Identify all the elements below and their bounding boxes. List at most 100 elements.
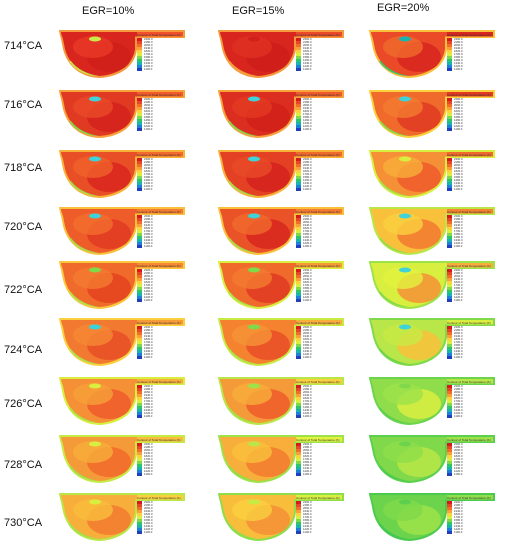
- legend-color-swatch: [296, 394, 301, 397]
- mixing-region: [383, 383, 423, 405]
- legend-tick-label: 2180.0: [454, 40, 463, 45]
- legend-tick-label: 1820.0: [303, 226, 312, 231]
- legend-tick-label: 1820.0: [303, 169, 312, 174]
- temperature-contour-plot: [369, 318, 495, 366]
- legend-tick-label: 2180.0: [303, 387, 312, 392]
- legend-tick-labels: 2300.0 2180.0 2060.0 1940.0 1820.0 1700.0 1580…: [454, 215, 463, 248]
- legend-color-bar: [296, 158, 301, 191]
- legend-tick-label: 2060.0: [303, 220, 312, 225]
- legend-color-swatch: [296, 516, 301, 519]
- contour-panel-egr-10-726: Contour of Total Temperature (K) 2300.0 21…: [57, 374, 187, 426]
- legend-color-swatch: [137, 62, 142, 65]
- legend-color-swatch: [296, 107, 301, 110]
- inlet-channel: [447, 92, 493, 97]
- legend-color-swatch: [447, 338, 452, 341]
- legend-color-swatch: [447, 275, 452, 278]
- legend-color-swatch: [447, 350, 452, 353]
- cool-rim: [379, 121, 409, 136]
- legend-color-bar: [447, 385, 452, 418]
- legend-color-swatch: [137, 161, 142, 164]
- legend-tick-label: 2060.0: [454, 274, 463, 279]
- legend-tick-label: 2060.0: [144, 43, 153, 48]
- legend-color-swatch: [137, 443, 142, 446]
- legend-color-swatch: [296, 239, 301, 242]
- legend-tick-label: 1580.0: [454, 232, 463, 237]
- legend-tick-label: 2180.0: [454, 445, 463, 450]
- legend-title: Contour of Total Temperature (K): [296, 321, 340, 325]
- legend-color-bar: [137, 158, 142, 191]
- inlet-channel: [447, 32, 493, 37]
- temperature-legend: Contour of Total Temperature (K) 2300.0 21…: [137, 380, 181, 420]
- legend-tick-label: 1460.0: [144, 178, 153, 183]
- legend-color-swatch: [296, 182, 301, 185]
- temperature-legend: Contour of Total Temperature (K) 2300.0 21…: [137, 33, 181, 73]
- legend-tick-label: 1340.0: [454, 349, 463, 354]
- legend-tick-label: 1700.0: [144, 457, 153, 462]
- legend-tick-label: 1460.0: [303, 405, 312, 410]
- legend-color-swatch: [447, 461, 452, 464]
- legend-tick-label: 2060.0: [144, 163, 153, 168]
- legend-tick-label: 2300.0: [144, 157, 153, 161]
- legend-tick-label: 1100.0: [144, 244, 153, 249]
- legend-color-swatch: [137, 397, 142, 400]
- legend-color-swatch: [137, 350, 142, 353]
- inlet-channel: [447, 495, 493, 500]
- legend-tick-label: 1460.0: [303, 118, 312, 123]
- legend-color-swatch: [447, 519, 452, 522]
- cool-spot: [248, 156, 260, 162]
- legend-tick-label: 1820.0: [454, 512, 463, 517]
- legend-tick-label: 1940.0: [144, 393, 153, 398]
- temperature-legend: Contour of Total Temperature (K) 2300.0 21…: [447, 153, 491, 193]
- legend-color-swatch: [447, 278, 452, 281]
- legend-color-swatch: [447, 335, 452, 338]
- legend-tick-label: 1700.0: [454, 52, 463, 57]
- mixing-region: [73, 96, 113, 118]
- legend-tick-label: 1580.0: [144, 55, 153, 60]
- temperature-legend: Contour of Total Temperature (K) 2300.0 21…: [447, 33, 491, 73]
- legend-color-swatch: [447, 161, 452, 164]
- temperature-contour-plot: [59, 377, 185, 425]
- legend-color-swatch: [296, 272, 301, 275]
- legend-tick-labels: 2300.0 2180.0 2060.0 1940.0 1820.0 1700.0 1580…: [144, 443, 153, 476]
- temperature-legend: Contour of Total Temperature (K) 2300.0 21…: [296, 264, 340, 304]
- legend-tick-label: 1940.0: [454, 509, 463, 514]
- legend-color-swatch: [137, 185, 142, 188]
- inlet-channel: [296, 32, 342, 37]
- legend-tick-label: 1820.0: [454, 454, 463, 459]
- legend-tick-label: 1700.0: [303, 515, 312, 520]
- legend-color-swatch: [137, 464, 142, 467]
- legend-tick-label: 2180.0: [303, 445, 312, 450]
- legend-color-swatch: [447, 164, 452, 167]
- temperature-contour-plot: [218, 207, 344, 255]
- temperature-legend: Contour of Total Temperature (K) 2300.0 21…: [137, 264, 181, 304]
- legend-tick-label: 1580.0: [454, 175, 463, 180]
- legend-color-swatch: [137, 281, 142, 284]
- mixing-region: [232, 36, 272, 58]
- legend-color-swatch: [447, 507, 452, 510]
- contour-panel-egr-10-718: Contour of Total Temperature (K) 2300.0 21…: [57, 147, 187, 199]
- legend-tick-label: 1100.0: [303, 187, 312, 192]
- legend-color-swatch: [296, 176, 301, 179]
- cool-rim: [228, 292, 258, 307]
- legend-tick-label: 2300.0: [454, 214, 463, 218]
- legend-tick-label: 1340.0: [144, 61, 153, 66]
- legend-color-swatch: [296, 218, 301, 221]
- legend-tick-label: 2300.0: [303, 500, 312, 504]
- legend-title: Contour of Total Temperature (K): [137, 438, 181, 442]
- row-label-726: 726°CA: [4, 398, 43, 410]
- legend-color-swatch: [447, 128, 452, 131]
- legend-tick-label: 1220.0: [303, 184, 312, 189]
- contour-panel-egr-15-730: Contour of Total Temperature (K) 2300.0 21…: [216, 490, 346, 542]
- legend-color-swatch: [296, 461, 301, 464]
- legend-tick-label: 1460.0: [144, 405, 153, 410]
- legend-tick-label: 1700.0: [303, 172, 312, 177]
- legend-color-swatch: [296, 119, 301, 122]
- legend-tick-label: 2060.0: [144, 506, 153, 511]
- legend-tick-label: 1940.0: [144, 451, 153, 456]
- legend-color-swatch: [447, 182, 452, 185]
- legend-color-swatch: [296, 113, 301, 116]
- legend-tick-label: 1460.0: [454, 289, 463, 294]
- legend-tick-label: 1100.0: [454, 187, 463, 192]
- legend-color-swatch: [137, 287, 142, 290]
- legend-tick-label: 1700.0: [303, 112, 312, 117]
